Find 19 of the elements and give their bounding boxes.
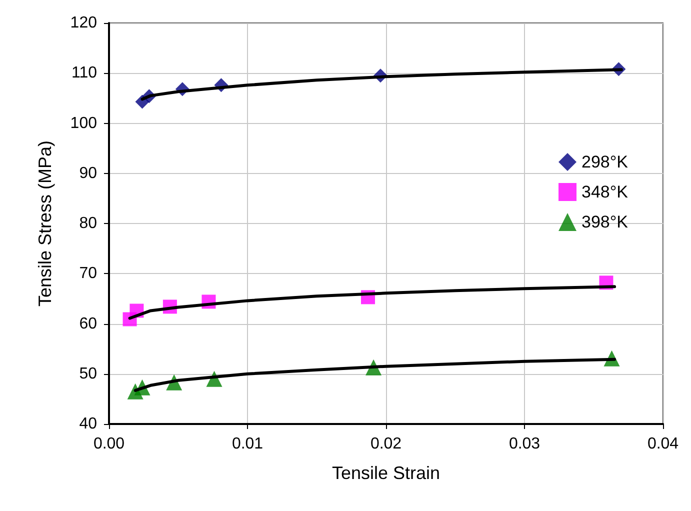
y-tick-label: 100 (70, 114, 98, 132)
legend-label: 348°K (582, 182, 629, 202)
y-tick-label: 60 (79, 315, 98, 332)
x-tick-label: 0.00 (93, 436, 125, 452)
x-tick-label: 0.02 (370, 436, 402, 452)
x-axis-title: Tensile Strain (332, 463, 440, 483)
legend-label: 398°K (582, 212, 629, 232)
x-tick-label: 0.01 (232, 436, 264, 452)
y-tick-label: 70 (79, 265, 98, 282)
y-axis-title: Tensile Stress (MPa) (35, 140, 55, 307)
y-tick-label: 50 (79, 365, 98, 382)
x-tick-label: 0.04 (647, 436, 679, 452)
legend-label: 298°K (582, 152, 629, 172)
y-tick-label: 120 (70, 14, 98, 32)
y-tick-label: 40 (79, 416, 98, 432)
y-tick-label: 90 (79, 164, 98, 182)
y-tick-label: 110 (71, 64, 98, 82)
y-tick-label: 80 (79, 215, 98, 232)
x-tick-label: 0.03 (508, 436, 540, 452)
